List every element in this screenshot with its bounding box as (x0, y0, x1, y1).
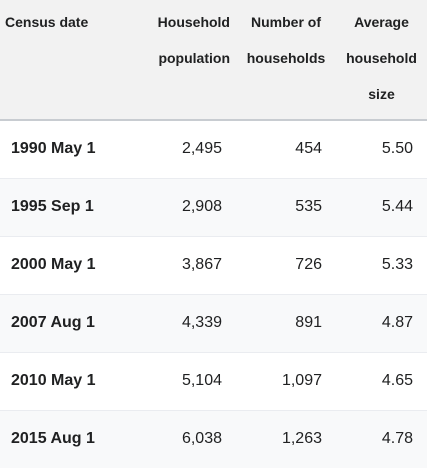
cell-average-household-size: 5.33 (336, 235, 427, 294)
table-row: 2007 Aug 1 4,339 891 4.87 (0, 293, 427, 352)
cell-household-population: 4,339 (142, 293, 236, 352)
cell-average-household-size: 4.65 (336, 351, 427, 410)
cell-number-of-households: 891 (236, 293, 336, 352)
cell-number-of-households: 1,263 (236, 409, 336, 468)
table-row: 1990 May 1 2,495 454 5.50 (0, 120, 427, 178)
cell-number-of-households: 535 (236, 177, 336, 236)
cell-household-population: 2,908 (142, 177, 236, 236)
cell-household-population: 5,104 (142, 351, 236, 410)
cell-average-household-size: 4.87 (336, 293, 427, 352)
header-number-of-households[interactable]: Number of households (236, 0, 336, 121)
header-census-date[interactable]: Census date (0, 0, 142, 121)
cell-average-household-size: 4.78 (336, 409, 427, 468)
cell-number-of-households: 1,097 (236, 351, 336, 410)
cell-census-date: 2010 May 1 (0, 351, 142, 410)
cell-census-date: 2007 Aug 1 (0, 293, 142, 352)
cell-census-date: 1990 May 1 (11, 140, 96, 158)
table-row: 2000 May 1 3,867 726 5.33 (0, 235, 427, 294)
cell-census-date: 1995 Sep 1 (0, 177, 142, 236)
table-row: 1995 Sep 1 2,908 535 5.44 (0, 177, 427, 236)
cell-number-of-households: 726 (236, 235, 336, 294)
cell-household-population: 3,867 (142, 235, 236, 294)
cell-household-population: 6,038 (142, 409, 236, 468)
table-body: 1990 May 1 2,495 454 5.50 1995 Sep 1 2,9… (0, 120, 427, 468)
cell-household-population: 2,495 (181, 140, 222, 158)
header-household-population[interactable]: Household population (142, 0, 236, 121)
cell-census-date: 2000 May 1 (0, 235, 142, 294)
header-average-household-size[interactable]: Average household size (336, 0, 427, 121)
table-header: Census date Household population Number … (0, 0, 427, 121)
cell-census-date: 2015 Aug 1 (0, 409, 142, 468)
table-row: 2015 Aug 1 6,038 1,263 4.78 (0, 409, 427, 468)
cell-number-of-households: 454 (295, 140, 322, 158)
header-row: Census date Household population Number … (0, 0, 427, 121)
cell-average-household-size: 5.44 (336, 177, 427, 236)
cell-average-household-size: 5.50 (381, 140, 413, 158)
table-row: 2010 May 1 5,104 1,097 4.65 (0, 351, 427, 410)
